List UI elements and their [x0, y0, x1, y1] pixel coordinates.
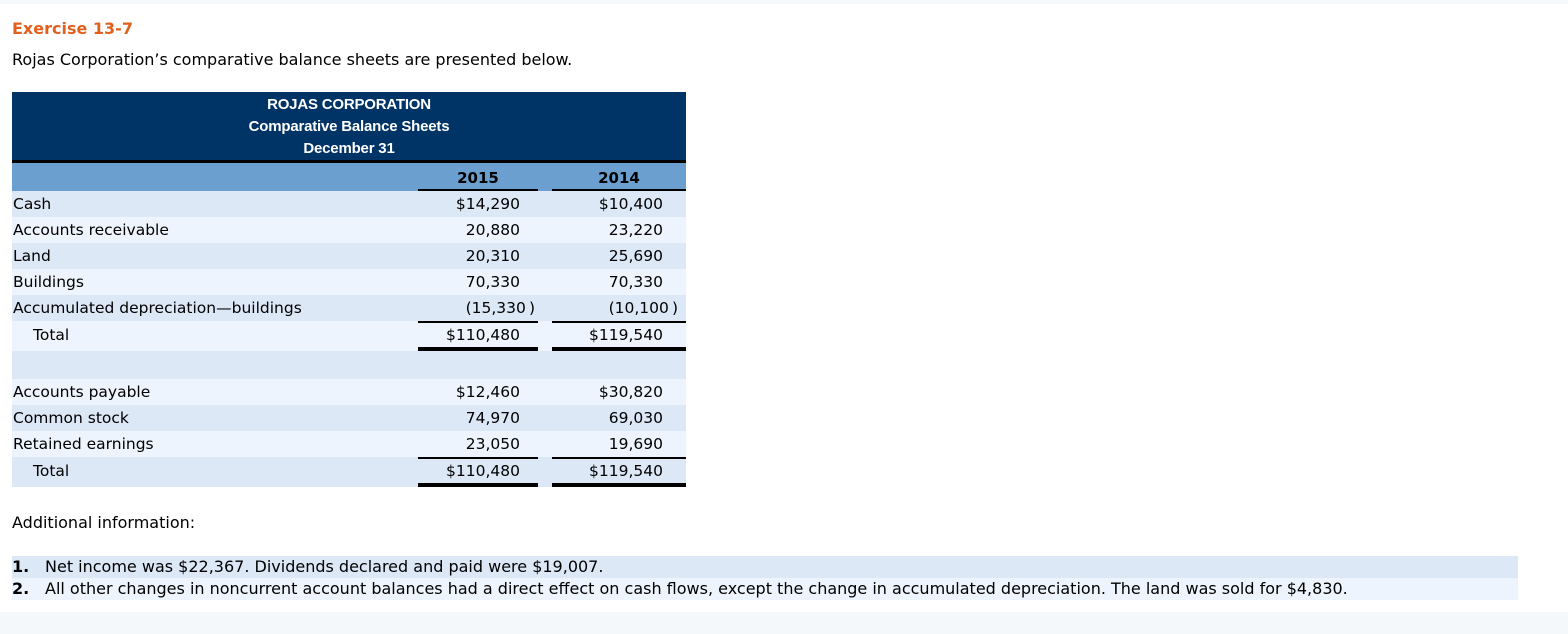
statement-name: Comparative Balance Sheets	[248, 118, 450, 135]
table-row: Land 20,310 25,690	[12, 243, 686, 269]
row-label: Total	[33, 326, 70, 344]
subtotal-rule	[552, 321, 686, 323]
list-item: 1. Net income was $22,367. Dividends dec…	[12, 556, 1518, 578]
item-text: Net income was $22,367. Dividends declar…	[45, 557, 604, 576]
total-2015: $110,480	[446, 326, 520, 344]
total-2015: $110,480	[446, 462, 520, 480]
table-row: Accounts payable $12,460 $30,820	[12, 379, 686, 405]
value-2015: $12,460	[455, 383, 520, 401]
year-2014-header: 2014	[552, 167, 686, 191]
value-2014: 70,330	[608, 273, 663, 291]
double-rule	[418, 347, 538, 351]
year-2015-header: 2015	[418, 167, 538, 191]
value-2015: 70,330	[465, 273, 520, 291]
subtotal-rule	[418, 457, 538, 459]
table-row: Cash $14,290 $10,400	[12, 191, 686, 217]
exercise-title: Exercise 13-7	[12, 19, 133, 38]
assets-total-row: Total $110,480 $119,540	[12, 321, 686, 351]
table-row: Common stock 74,970 69,030	[12, 405, 686, 431]
list-item: 2. All other changes in noncurrent accou…	[12, 578, 1518, 600]
additional-info-heading: Additional information:	[12, 513, 196, 532]
row-label: Land	[13, 247, 51, 265]
table-row: Accumulated depreciation—buildings (15,3…	[12, 295, 686, 321]
year-header-row: 2015 2014	[12, 163, 686, 191]
double-rule	[552, 483, 686, 487]
total-2014: $119,540	[589, 462, 663, 480]
table-row: Retained earnings 23,050 19,690	[12, 431, 686, 457]
value-2015: 74,970	[465, 409, 520, 427]
value-2014: 25,690	[608, 247, 663, 265]
value-2015: (15,330 )	[465, 299, 535, 317]
row-label: Buildings	[13, 273, 84, 291]
value-2015: 20,310	[465, 247, 520, 265]
item-text: All other changes in noncurrent account …	[45, 579, 1348, 598]
subtotal-rule	[418, 321, 538, 323]
liabilities-equity-total-row: Total $110,480 $119,540	[12, 457, 686, 487]
row-label: Retained earnings	[13, 435, 154, 453]
item-number: 1.	[12, 557, 30, 576]
value-2015: $14,290	[455, 195, 520, 213]
value-2014: $30,820	[598, 383, 663, 401]
value-2014: 23,220	[608, 221, 663, 239]
row-label: Common stock	[13, 409, 129, 427]
table-row: Accounts receivable 20,880 23,220	[12, 217, 686, 243]
double-rule	[418, 483, 538, 487]
value-2015: 20,880	[465, 221, 520, 239]
double-rule	[552, 347, 686, 351]
total-2014: $119,540	[589, 326, 663, 344]
spacer-row	[12, 351, 686, 379]
row-label: Accounts payable	[13, 383, 151, 401]
value-2014: $10,400	[598, 195, 663, 213]
value-2014: (10,100 )	[608, 299, 678, 317]
item-number: 2.	[12, 579, 30, 598]
additional-info-list: 1. Net income was $22,367. Dividends dec…	[12, 556, 1518, 600]
row-label: Accounts receivable	[13, 221, 169, 239]
statement-date: December 31	[303, 140, 395, 157]
value-2014: 19,690	[608, 435, 663, 453]
balance-sheet-header: ROJAS CORPORATION Comparative Balance Sh…	[12, 92, 686, 163]
company-name: ROJAS CORPORATION	[267, 96, 431, 113]
subtotal-rule	[552, 457, 686, 459]
exercise-intro: Rojas Corporation’s comparative balance …	[12, 50, 573, 69]
balance-sheet-table: ROJAS CORPORATION Comparative Balance Sh…	[12, 92, 686, 487]
value-2015: 23,050	[465, 435, 520, 453]
value-2014: 69,030	[608, 409, 663, 427]
row-label: Accumulated depreciation—buildings	[13, 299, 302, 317]
row-label: Cash	[13, 195, 52, 213]
row-label: Total	[33, 462, 70, 480]
table-row: Buildings 70,330 70,330	[12, 269, 686, 295]
